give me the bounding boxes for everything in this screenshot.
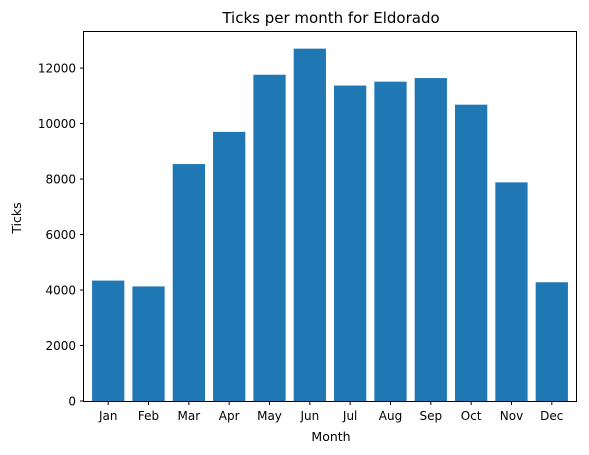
y-tick-label-6000: 6000 [45, 228, 76, 242]
x-axis-label: Month [311, 429, 350, 444]
y-ticks-group: 0 2000 4000 6000 8000 10000 12000 [38, 62, 84, 409]
bar-nov [495, 182, 528, 401]
x-tick-label-jun: Jun [299, 409, 319, 423]
y-tick-label-4000: 4000 [45, 284, 76, 298]
x-tick-label-jan: Jan [98, 409, 118, 423]
x-tick-label-mar: Mar [178, 409, 201, 423]
x-tick-label-dec: Dec [540, 409, 563, 423]
y-tick-label-10000: 10000 [38, 117, 76, 131]
bar-jul [334, 85, 367, 402]
x-tick-label-aug: Aug [379, 409, 402, 423]
chart-title: Ticks per month for Eldorado [221, 9, 439, 27]
bar-aug [374, 81, 407, 401]
x-tick-label-may: May [257, 409, 282, 423]
y-tick-label-2000: 2000 [45, 339, 76, 353]
bar-feb [132, 286, 165, 401]
x-tick-label-sep: Sep [420, 409, 443, 423]
bar-mar [172, 164, 205, 401]
x-tick-label-nov: Nov [500, 409, 523, 423]
x-tick-label-apr: Apr [219, 409, 240, 423]
bars-group [92, 48, 568, 402]
y-axis-label: Ticks [9, 202, 24, 234]
bar-may [253, 74, 286, 401]
y-tick-label-8000: 8000 [45, 173, 76, 187]
x-tick-label-feb: Feb [138, 409, 159, 423]
bar-jan [92, 280, 125, 401]
x-ticks-group: Jan Feb Mar Apr May Jun Jul Aug Sep Oct Nov Dec [98, 401, 563, 423]
x-tick-label-oct: Oct [461, 409, 482, 423]
bar-sep [414, 78, 447, 401]
y-tick-label-0: 0 [68, 395, 76, 409]
bar-dec [535, 282, 568, 401]
y-tick-label-12000: 12000 [38, 62, 76, 76]
bar-jun [293, 48, 326, 402]
x-tick-label-jul: Jul [342, 409, 357, 423]
bar-apr [213, 131, 246, 401]
plot-frame [83, 31, 577, 402]
bar-oct [455, 104, 488, 401]
